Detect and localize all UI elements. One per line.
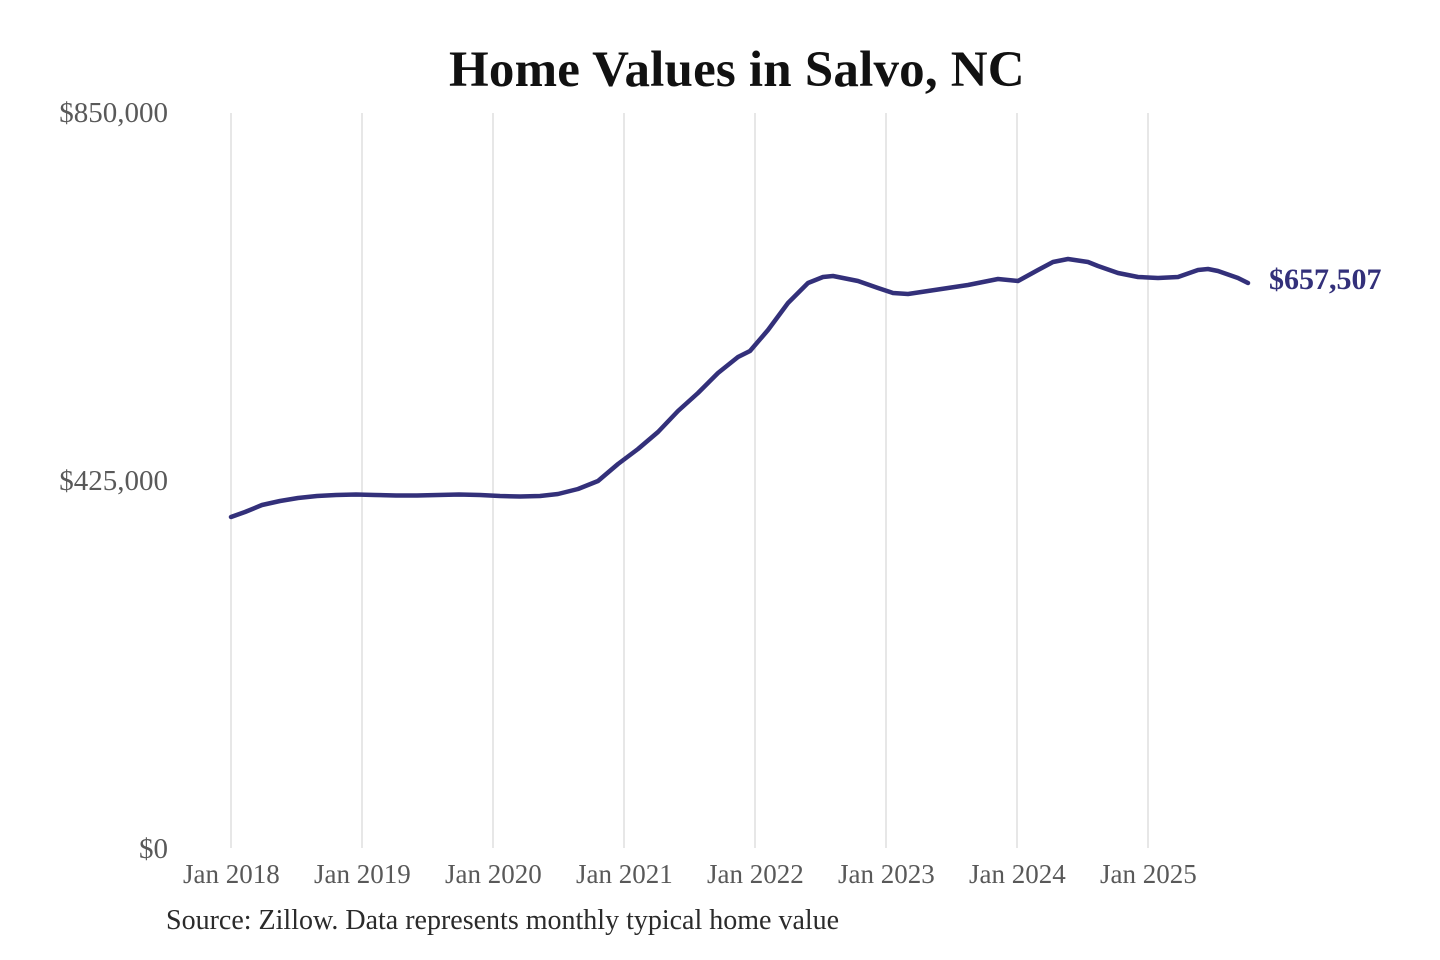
svg-text:Jan 2022: Jan 2022	[707, 859, 804, 889]
svg-text:Jan 2025: Jan 2025	[1100, 859, 1197, 889]
svg-text:$0: $0	[139, 833, 168, 865]
svg-text:Jan 2020: Jan 2020	[445, 859, 542, 889]
svg-text:$657,507: $657,507	[1269, 263, 1382, 296]
svg-text:$425,000: $425,000	[59, 465, 168, 497]
svg-text:Jan 2019: Jan 2019	[314, 859, 411, 889]
svg-text:Jan 2018: Jan 2018	[183, 859, 280, 889]
svg-text:Jan 2024: Jan 2024	[969, 859, 1066, 889]
svg-text:Jan 2023: Jan 2023	[838, 859, 935, 889]
svg-text:$850,000: $850,000	[59, 97, 168, 129]
svg-text:Jan 2021: Jan 2021	[576, 859, 673, 889]
